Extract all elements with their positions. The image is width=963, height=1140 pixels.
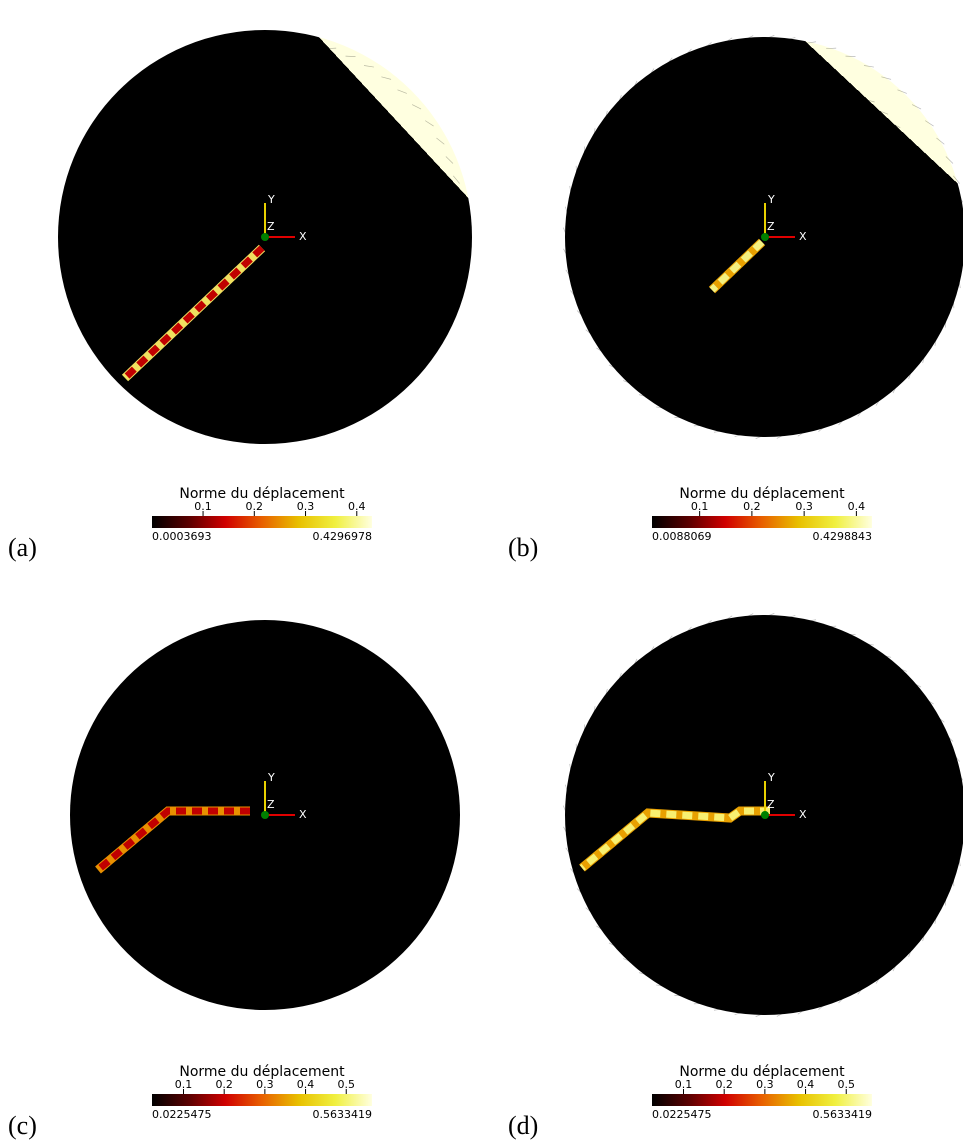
panel-label: (a) — [8, 533, 37, 562]
colorbar-tick-label: 0.2 — [215, 1078, 233, 1091]
vector-glyphs — [563, 35, 963, 439]
crack — [95, 807, 250, 873]
axis-label: X — [299, 808, 307, 821]
colorbar-tick-label: 0.1 — [194, 500, 212, 513]
colorbar-tick-label: 0.2 — [743, 500, 761, 513]
colorbar-tick-label: 0.5 — [337, 1078, 355, 1091]
vector-glyphs — [563, 613, 963, 1017]
axis-label: Y — [767, 771, 775, 784]
colorbar-title: Norme du déplacement — [679, 486, 845, 502]
axis-label: X — [299, 230, 307, 243]
colorbar-title: Norme du déplacement — [179, 1064, 345, 1080]
colorbar-max: 0.5633419 — [813, 1108, 873, 1121]
axis-label: Y — [767, 193, 775, 206]
colorbar-tick-label: 0.1 — [175, 1078, 193, 1091]
crack — [579, 807, 770, 871]
colorbar-max: 0.4298843 — [813, 530, 873, 543]
colorbar — [152, 516, 372, 528]
colorbar-tick-label: 0.1 — [691, 500, 709, 513]
colorbar-tick-label: 0.3 — [756, 1078, 774, 1091]
vector-glyphs — [91, 641, 439, 989]
axis-label: Y — [267, 771, 275, 784]
colorbar — [152, 1094, 372, 1106]
crack — [121, 244, 266, 382]
colorbar-tick-label: 0.3 — [256, 1078, 274, 1091]
panel-label: (b) — [508, 533, 538, 562]
axis-label: X — [799, 808, 807, 821]
z-axis-dot — [261, 811, 269, 819]
panel-label: (c) — [8, 1111, 37, 1140]
colorbar-max: 0.5633419 — [313, 1108, 373, 1121]
axis-label: Z — [267, 798, 275, 811]
colorbar-tick-label: 0.4 — [348, 500, 366, 513]
colorbar-tick-label: 0.2 — [715, 1078, 733, 1091]
colorbar — [652, 1094, 872, 1106]
colorbar-max: 0.4296978 — [313, 530, 373, 543]
colorbar-title: Norme du déplacement — [179, 486, 345, 502]
z-axis-dot — [261, 233, 269, 241]
colorbar-tick-label: 0.1 — [675, 1078, 693, 1091]
colorbar-tick-label: 0.4 — [797, 1078, 815, 1091]
axis-label: Y — [267, 193, 275, 206]
colorbar-title: Norme du déplacement — [679, 1064, 845, 1080]
panel-label: (d) — [508, 1111, 538, 1140]
colorbar-tick-label: 0.2 — [246, 500, 264, 513]
axis-label: Z — [767, 798, 775, 811]
colorbar-tick-label: 0.5 — [837, 1078, 855, 1091]
colorbar-tick-label: 0.3 — [297, 500, 315, 513]
axis-label: Z — [267, 220, 275, 233]
axis-label: Z — [767, 220, 775, 233]
axis-label: X — [799, 230, 807, 243]
colorbar-min: 0.0225475 — [652, 1108, 712, 1121]
colorbar-tick-label: 0.4 — [297, 1078, 315, 1091]
vector-glyphs — [63, 35, 467, 439]
crack — [709, 239, 765, 293]
colorbar-min: 0.0225475 — [152, 1108, 212, 1121]
colorbar — [652, 516, 872, 528]
colorbar-tick-label: 0.4 — [848, 500, 866, 513]
z-axis-dot — [761, 811, 769, 819]
colorbar-min: 0.0088069 — [652, 530, 712, 543]
colorbar-tick-label: 0.3 — [795, 500, 813, 513]
z-axis-dot — [761, 233, 769, 241]
colorbar-min: 0.0003693 — [152, 530, 212, 543]
